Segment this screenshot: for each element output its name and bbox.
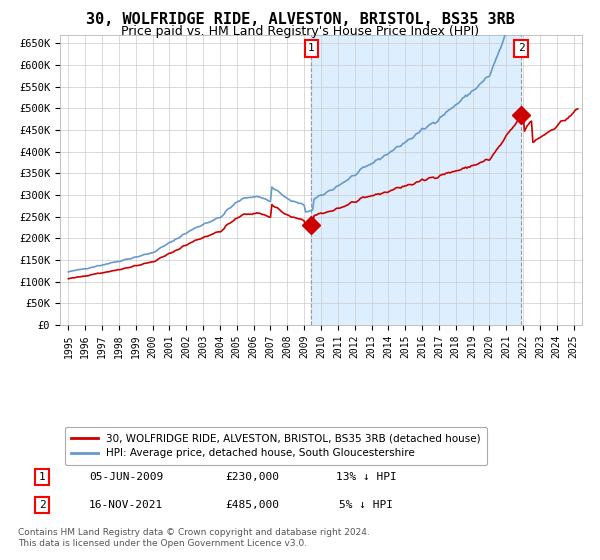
Text: 16-NOV-2021: 16-NOV-2021 — [89, 500, 163, 510]
Text: Contains HM Land Registry data © Crown copyright and database right 2024.
This d: Contains HM Land Registry data © Crown c… — [18, 528, 370, 548]
Text: £230,000: £230,000 — [225, 472, 279, 482]
Text: 13% ↓ HPI: 13% ↓ HPI — [335, 472, 397, 482]
Bar — [311, 35, 521, 325]
Text: 1: 1 — [38, 472, 46, 482]
Text: 2: 2 — [38, 500, 46, 510]
Text: 30, WOLFRIDGE RIDE, ALVESTON, BRISTOL, BS35 3RB: 30, WOLFRIDGE RIDE, ALVESTON, BRISTOL, B… — [86, 12, 514, 27]
Text: Price paid vs. HM Land Registry's House Price Index (HPI): Price paid vs. HM Land Registry's House … — [121, 25, 479, 38]
Text: 2: 2 — [518, 44, 524, 53]
Text: 05-JUN-2009: 05-JUN-2009 — [89, 472, 163, 482]
Text: 5% ↓ HPI: 5% ↓ HPI — [339, 500, 393, 510]
Legend: 30, WOLFRIDGE RIDE, ALVESTON, BRISTOL, BS35 3RB (detached house), HPI: Average p: 30, WOLFRIDGE RIDE, ALVESTON, BRISTOL, B… — [65, 427, 487, 465]
Text: £485,000: £485,000 — [225, 500, 279, 510]
Text: 1: 1 — [308, 44, 315, 53]
